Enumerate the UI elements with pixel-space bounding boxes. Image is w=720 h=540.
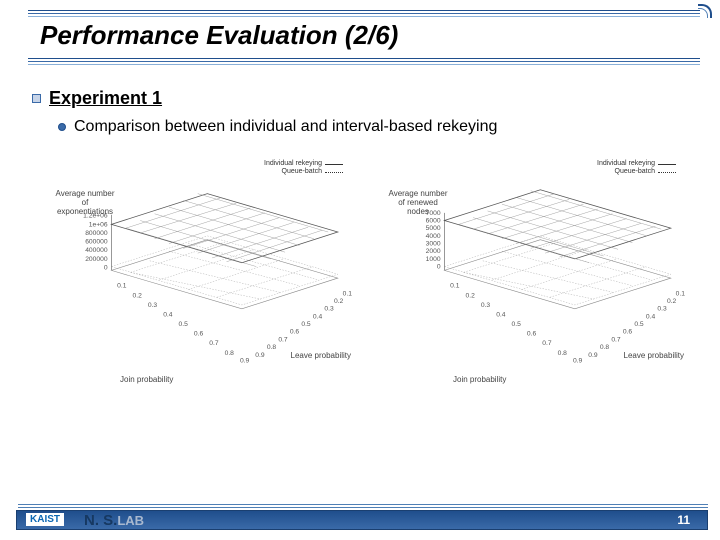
svg-text:0.9: 0.9 [255, 352, 265, 359]
svg-text:0.4: 0.4 [646, 313, 656, 320]
bullet-level-2: Comparison between individual and interv… [58, 118, 497, 136]
slide-title: Performance Evaluation (2/6) [40, 20, 398, 51]
svg-text:0.3: 0.3 [657, 306, 667, 313]
legend-item: Queue-batch [615, 168, 655, 176]
svg-text:0.6: 0.6 [527, 331, 537, 338]
chart-right-zlabel: Average number of renewed nodes [387, 190, 449, 216]
chart-right-xlabel: Join probability [453, 375, 506, 384]
lab-prefix: N. S. [84, 512, 117, 529]
chart-right-ylabel: Leave probability [624, 351, 684, 360]
svg-text:0.7: 0.7 [278, 336, 288, 343]
svg-text:0.2: 0.2 [466, 292, 476, 299]
legend-line-solid-icon [658, 164, 676, 165]
legend-item: Individual rekeying [264, 160, 322, 168]
chart-right: Average number of renewed nodes Individu… [383, 160, 690, 400]
svg-text:0: 0 [104, 264, 108, 271]
svg-text:0.8: 0.8 [225, 350, 235, 357]
chart-left: Average number of exponentiations Indivi… [50, 160, 357, 400]
chart-left-zlabel: Average number of exponentiations [54, 190, 116, 216]
chart-left-ylabel: Leave probability [291, 351, 351, 360]
svg-text:2000: 2000 [426, 248, 441, 255]
svg-text:0.4: 0.4 [163, 311, 173, 318]
svg-text:200000: 200000 [85, 256, 108, 263]
title-underline [28, 58, 700, 67]
svg-text:0.6: 0.6 [194, 331, 204, 338]
svg-text:0.1: 0.1 [450, 283, 460, 290]
svg-text:800000: 800000 [85, 230, 108, 237]
svg-text:0: 0 [437, 263, 441, 270]
svg-text:0.5: 0.5 [634, 321, 644, 328]
svg-text:0.7: 0.7 [611, 336, 621, 343]
legend-line-solid-icon [325, 164, 343, 165]
svg-text:0.6: 0.6 [623, 329, 633, 336]
lab-name: N. S.LAB [84, 512, 144, 529]
svg-text:0.5: 0.5 [301, 321, 311, 328]
svg-text:0.3: 0.3 [481, 302, 491, 309]
slide: Performance Evaluation (2/6) Experiment … [0, 0, 720, 540]
svg-text:1000: 1000 [426, 256, 441, 263]
chart-left-legend: Individual rekeying Queue-batch [264, 160, 343, 177]
figure-row: Average number of exponentiations Indivi… [50, 160, 690, 400]
legend-line-dotted-icon [658, 172, 676, 173]
svg-text:0.9: 0.9 [573, 358, 583, 365]
svg-text:0.2: 0.2 [334, 298, 344, 305]
header-rule-2 [28, 13, 700, 14]
svg-text:0.2: 0.2 [667, 298, 677, 305]
header-rule-1 [28, 10, 700, 11]
svg-text:0.7: 0.7 [542, 340, 552, 347]
legend-line-dotted-icon [325, 172, 343, 173]
bullet-dot-icon [58, 123, 66, 131]
svg-text:0.3: 0.3 [324, 306, 334, 313]
org-logo-text: KAIST [26, 513, 64, 526]
legend-item: Individual rekeying [597, 160, 655, 168]
svg-text:0.8: 0.8 [558, 350, 568, 357]
svg-text:0.7: 0.7 [209, 340, 219, 347]
svg-text:0.5: 0.5 [179, 321, 189, 328]
chart-left-xlabel: Join probability [120, 375, 173, 384]
svg-text:5000: 5000 [426, 225, 441, 232]
svg-text:0.9: 0.9 [588, 352, 598, 359]
svg-text:3000: 3000 [426, 240, 441, 247]
footer: KAIST N. S.LAB 11 [0, 498, 720, 540]
svg-text:0.4: 0.4 [313, 313, 323, 320]
bullet2-text: Comparison between individual and interv… [74, 118, 497, 136]
svg-text:0.3: 0.3 [148, 302, 158, 309]
svg-text:1e+06: 1e+06 [89, 221, 108, 228]
svg-text:0.8: 0.8 [600, 344, 610, 351]
svg-text:0.6: 0.6 [290, 329, 300, 336]
svg-text:0.4: 0.4 [496, 311, 506, 318]
header-rule-3 [28, 16, 700, 17]
svg-text:0.2: 0.2 [133, 292, 143, 299]
svg-text:6000: 6000 [426, 217, 441, 224]
svg-text:400000: 400000 [85, 247, 108, 254]
svg-text:0.1: 0.1 [117, 283, 127, 290]
chart-right-legend: Individual rekeying Queue-batch [597, 160, 676, 177]
page-number: 11 [677, 513, 690, 527]
svg-text:0.8: 0.8 [267, 344, 277, 351]
bullet-square-icon [32, 94, 41, 103]
bullet1-text: Experiment 1 [49, 88, 162, 109]
svg-text:4000: 4000 [426, 233, 441, 240]
lab-suffix: LAB [117, 513, 144, 528]
svg-text:600000: 600000 [85, 239, 108, 246]
bullet-level-1: Experiment 1 [32, 88, 162, 109]
svg-text:0.1: 0.1 [343, 290, 353, 297]
svg-text:0.9: 0.9 [240, 358, 250, 365]
svg-text:0.5: 0.5 [512, 321, 522, 328]
legend-item: Queue-batch [282, 168, 322, 176]
svg-text:0.1: 0.1 [676, 290, 686, 297]
